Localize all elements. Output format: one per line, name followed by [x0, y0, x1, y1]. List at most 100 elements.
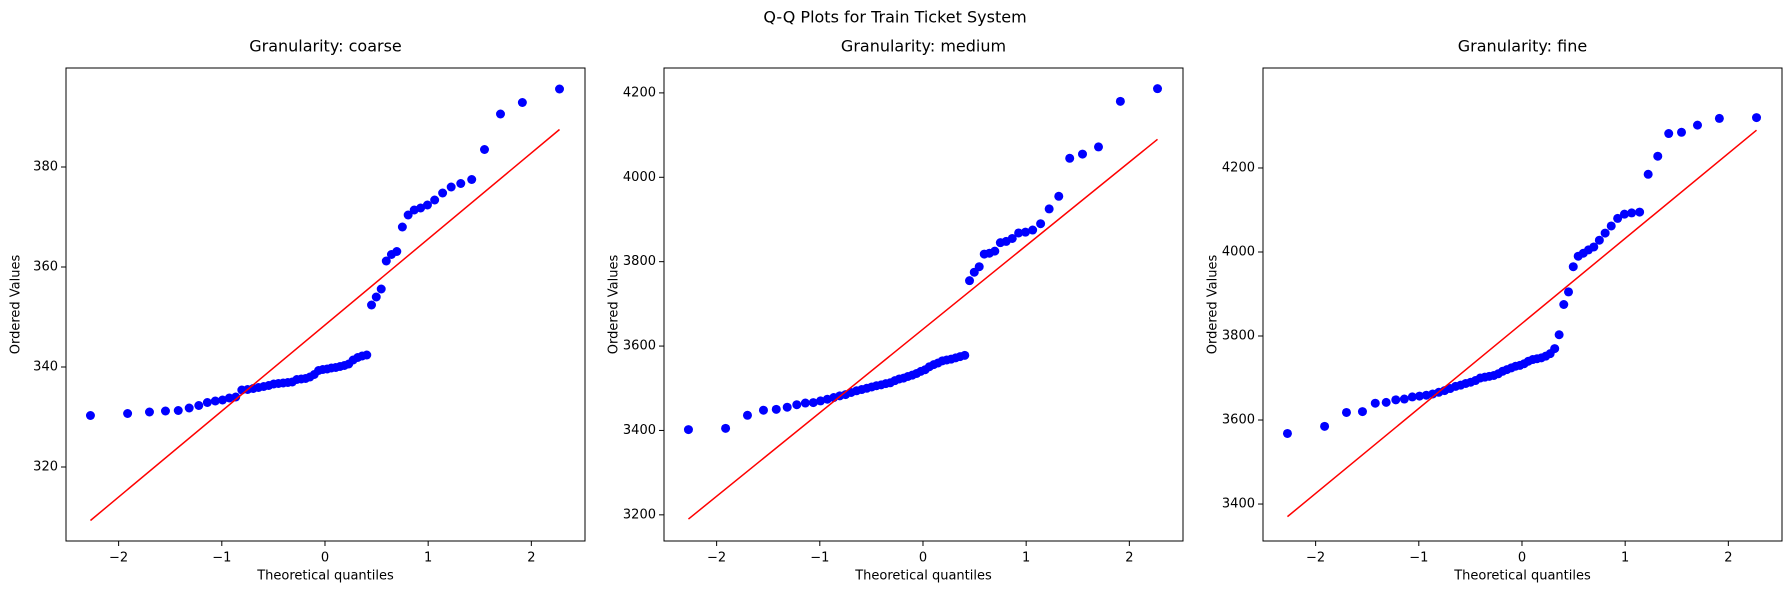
point [1054, 191, 1064, 201]
point [1282, 428, 1292, 438]
y-tick-label: 4200 [1222, 160, 1255, 175]
point [1550, 344, 1560, 354]
y-tick-label: 320 [33, 460, 58, 475]
point [1407, 392, 1417, 402]
point [1564, 287, 1574, 297]
y-tick-label: 4000 [1222, 244, 1255, 259]
point [422, 200, 432, 210]
y-tick-label: 3400 [623, 423, 656, 438]
point [721, 423, 731, 433]
point [194, 401, 204, 410]
y-tick-label: 4000 [623, 170, 656, 185]
point [1115, 96, 1125, 106]
point [1320, 421, 1330, 431]
point [362, 350, 372, 360]
point [160, 406, 170, 416]
subplot-title: Granularity: coarse [249, 37, 402, 56]
point [1554, 330, 1564, 340]
point [816, 396, 826, 406]
point [231, 392, 241, 402]
point [517, 98, 527, 107]
point [218, 395, 228, 405]
x-tick-label: 2 [527, 551, 535, 566]
point [1613, 213, 1623, 223]
x-tick-label: 2 [1724, 551, 1732, 566]
fit-line [89, 128, 560, 522]
point [123, 409, 133, 418]
point [1664, 129, 1674, 139]
x-axis-label: Theoretical quantiles [1453, 569, 1591, 584]
point [495, 109, 505, 119]
point [456, 179, 466, 188]
point [555, 84, 565, 94]
point [467, 175, 477, 184]
y-tick-label: 3400 [1222, 497, 1255, 512]
point [960, 350, 970, 360]
plot-frame [663, 67, 1184, 542]
point [1020, 227, 1030, 237]
x-tick-label: 1 [424, 551, 432, 566]
point [800, 398, 810, 408]
y-tick-label: 3600 [623, 339, 656, 354]
point [403, 210, 413, 220]
point [1643, 169, 1653, 179]
point [1559, 300, 1569, 309]
x-tick-label: −2 [1306, 551, 1325, 566]
point [974, 262, 984, 272]
y-tick-label: 4200 [623, 85, 656, 100]
y-tick-label: 3600 [1222, 413, 1255, 428]
x-tick-label: 2 [1125, 551, 1133, 566]
point [1381, 397, 1391, 407]
point [210, 396, 220, 406]
point [480, 145, 490, 154]
point [758, 405, 768, 415]
fit-line [687, 138, 1158, 520]
point [184, 403, 194, 413]
point [1692, 120, 1702, 130]
x-axis-label: Theoretical quantiles [256, 569, 394, 584]
x-tick-label: −1 [1409, 551, 1428, 566]
point [1065, 153, 1075, 163]
point [438, 188, 448, 198]
y-axis-label: Ordered Values [1206, 255, 1221, 355]
point [202, 398, 212, 407]
point [1600, 228, 1610, 238]
point [1653, 151, 1663, 161]
plot-frame [1262, 67, 1783, 542]
point [1341, 407, 1351, 417]
y-tick-label: 340 [33, 360, 58, 375]
point [1093, 142, 1103, 152]
x-tick-label: 0 [919, 551, 927, 566]
point [965, 276, 975, 286]
point [683, 425, 693, 435]
point [397, 222, 407, 232]
x-tick-label: 1 [1022, 551, 1030, 566]
point [792, 400, 802, 410]
x-axis-label: Theoretical quantiles [854, 569, 992, 584]
point [1714, 113, 1724, 123]
point [742, 410, 752, 420]
point [1627, 208, 1637, 218]
point [771, 404, 781, 414]
point [367, 300, 377, 310]
subplot-title: Granularity: fine [1458, 37, 1587, 56]
x-tick-label: 0 [1518, 551, 1526, 566]
x-tick-label: −2 [707, 551, 726, 566]
point [85, 411, 95, 420]
point [1589, 242, 1599, 252]
point [1014, 228, 1024, 238]
point [1635, 207, 1645, 217]
x-tick-label: −2 [109, 551, 128, 566]
subplot-title: Granularity: medium [841, 37, 1006, 56]
y-tick-label: 3800 [623, 254, 656, 269]
point [371, 292, 381, 302]
point [1594, 235, 1604, 245]
y-tick-label: 3200 [623, 507, 656, 522]
figure-title: Q-Q Plots for Train Ticket System [763, 8, 1026, 27]
fit-line [1286, 129, 1757, 518]
y-tick-label: 360 [33, 260, 58, 275]
point [1357, 407, 1367, 417]
point [1044, 204, 1054, 214]
point [446, 182, 456, 192]
